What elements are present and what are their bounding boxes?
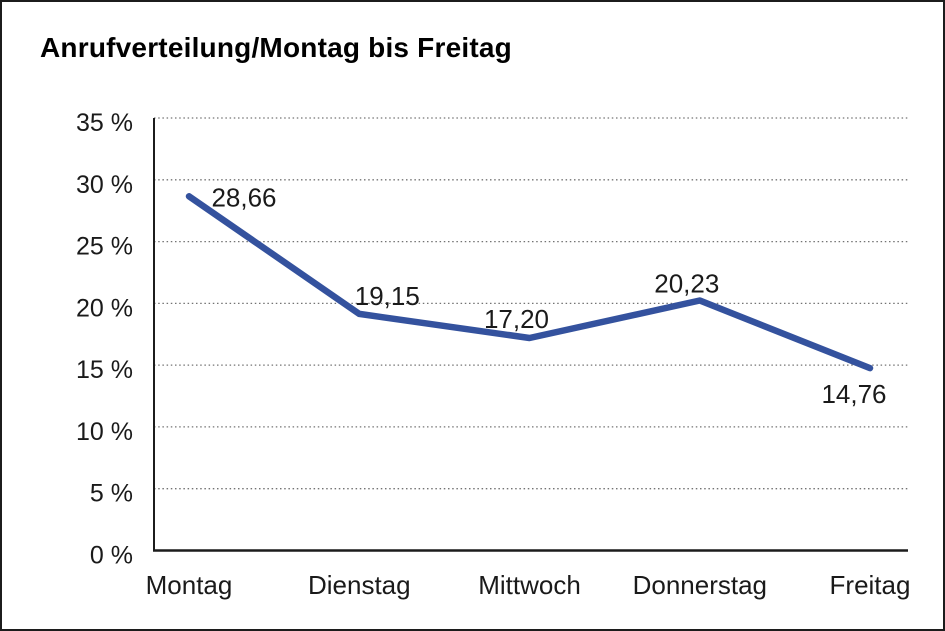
y-tick-label: 25 % bbox=[76, 233, 133, 261]
chart-title: Anrufverteilung/Montag bis Freitag bbox=[40, 32, 512, 63]
y-tick-label: 35 % bbox=[76, 109, 133, 137]
y-tick-label: 5 % bbox=[90, 480, 133, 508]
data-point-label: 20,23 bbox=[654, 269, 719, 299]
x-category-label: Donnerstag bbox=[633, 570, 767, 600]
y-tick-label: 0 % bbox=[90, 542, 133, 570]
y-tick-label: 20 % bbox=[76, 294, 133, 322]
x-category-label: Mittwoch bbox=[478, 570, 581, 600]
x-category-label: Montag bbox=[146, 570, 233, 600]
x-category-label: Freitag bbox=[830, 570, 911, 600]
y-tick-label: 10 % bbox=[76, 418, 133, 446]
data-point-label: 14,76 bbox=[821, 379, 886, 409]
data-point-label: 19,15 bbox=[355, 281, 420, 311]
data-point-label: 17,20 bbox=[484, 304, 549, 334]
y-tick-label: 15 % bbox=[76, 356, 133, 384]
y-tick-label: 30 % bbox=[76, 171, 133, 199]
x-category-label: Dienstag bbox=[308, 570, 411, 600]
data-point-label: 28,66 bbox=[211, 182, 276, 212]
series-line bbox=[185, 193, 874, 372]
